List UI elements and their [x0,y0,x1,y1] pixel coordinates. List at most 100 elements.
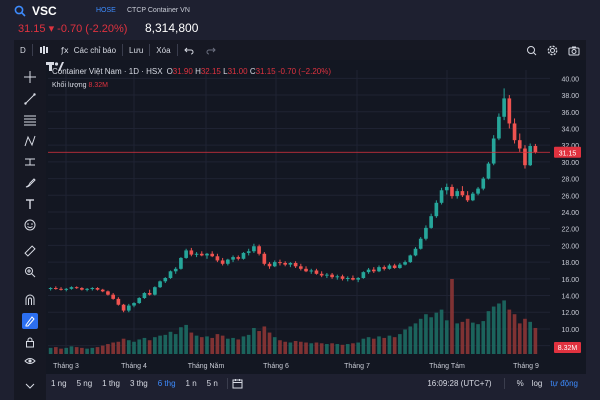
candle-body [80,288,84,290]
candle-body [283,262,288,265]
measure-tool[interactable] [22,154,38,170]
volume-bar [111,342,115,354]
candle-body [226,259,230,264]
zoom-tool[interactable] [22,264,38,280]
range-6m[interactable]: 6 thg [157,378,176,388]
price-tick-label: 20.00 [561,243,579,250]
company-name: CTCP Container VN [127,7,190,14]
candle-body [398,264,402,268]
interval-button[interactable]: D [14,40,32,60]
candle-body [121,304,126,311]
volume-bar [502,300,506,354]
measure-icon [25,158,35,166]
compare-button[interactable] [33,40,55,60]
volume-bar [121,338,126,354]
candle-body [330,274,334,278]
tradingview-logo-icon[interactable] [46,60,64,74]
volume-bar [168,331,173,354]
last-price-badge [554,146,581,158]
divider [176,44,178,56]
visibility-tool[interactable] [22,353,38,369]
candle-body [163,277,168,282]
date-range-icon[interactable] [232,378,243,389]
auto-scale-toggle[interactable]: tự động [550,378,578,388]
candle-body [189,250,194,255]
volume-bar [231,337,235,354]
candle-body [85,288,89,290]
draw-mode-tool[interactable] [22,313,38,329]
pattern-tool[interactable] [22,133,38,149]
volume-bar [304,342,308,354]
price-tick-label: 14.00 [561,294,579,301]
volume-bar [184,324,188,354]
save-button[interactable]: Lưu [123,40,149,60]
camera-icon[interactable] [568,45,580,56]
trendline-tool[interactable] [22,91,38,107]
volume-bar [497,303,501,354]
range-1d[interactable]: 1 ng [51,378,67,388]
candle-body [106,291,110,295]
volume-bar [523,318,527,354]
range-5d[interactable]: 5 ng [76,378,93,388]
price-tick-label: 24.00 [561,210,579,217]
ruler-tool[interactable] [22,243,38,259]
ticker-symbol: VSC [32,4,57,18]
undo-button[interactable] [178,40,200,60]
volume-bar [48,347,53,354]
trendline-icon [24,93,36,105]
volume-bar [262,326,267,354]
price-tick-label: 32.00 [561,143,579,150]
brush-tool[interactable] [22,175,38,191]
svg-text:ƒx: ƒx [61,46,69,55]
volume-bar [418,318,423,354]
volume-bar [179,327,183,354]
symbol-search[interactable]: VSC [14,4,57,18]
candle-body [418,238,423,249]
indicators-button[interactable]: ƒx Các chỉ báo [55,40,122,60]
candle-body [262,253,267,264]
volume-bar [366,337,371,354]
price-tick-label: 22.00 [561,227,579,234]
range-3m[interactable]: 3 thg [129,378,148,388]
time-axis-label: Tháng 9 [513,363,539,370]
log-toggle[interactable]: log [531,378,543,388]
volume-bar [64,347,69,354]
price-chart[interactable]: 40.00 38.00 36.00 34.00 32.00 30.00 28.00 26.00… [46,60,586,374]
quick-search-icon[interactable] [526,45,537,56]
magnet-tool[interactable] [22,292,38,308]
candle-body [403,262,407,265]
candle-body [194,253,199,255]
collapse-tools[interactable] [22,378,38,394]
emoji-tool[interactable] [22,217,38,233]
volume-bar [382,337,387,354]
volume-bar [220,335,225,354]
volume-bar [351,343,355,354]
volume-bar [246,334,251,354]
settings-gear-icon[interactable] [547,45,558,56]
volume-bar [153,337,157,354]
volume-bar [387,335,392,354]
lock-tool[interactable] [22,334,38,350]
range-5y[interactable]: 5 n [206,378,218,388]
redo-button[interactable] [200,40,222,60]
candle-body [278,262,282,264]
fib-tool[interactable] [22,112,38,128]
text-tool[interactable] [22,196,38,212]
delete-label: Xóa [156,45,171,55]
range-1y[interactable]: 1 n [185,378,197,388]
price-tick-label: 36.00 [561,110,579,117]
volume-bar [272,337,277,354]
clock-time[interactable]: 16:09:28 (UTC+7) [427,378,492,388]
delete-button[interactable]: Xóa [150,40,176,60]
range-1m[interactable]: 1 thg [102,378,120,388]
price-tick-label: 18.00 [561,260,579,267]
candlestick-chart[interactable]: 40.00 38.00 36.00 34.00 32.00 30.00 28.00 26.00… [46,60,586,374]
volume-key: Khối lượng [52,82,87,89]
last-volume-badge [554,342,581,353]
candle-body [429,216,433,228]
percent-toggle[interactable]: % [516,378,524,388]
chevron-down-icon [25,383,35,389]
crosshair-tool[interactable] [22,69,38,85]
smiley-icon [24,219,36,231]
candle-body [366,269,371,273]
